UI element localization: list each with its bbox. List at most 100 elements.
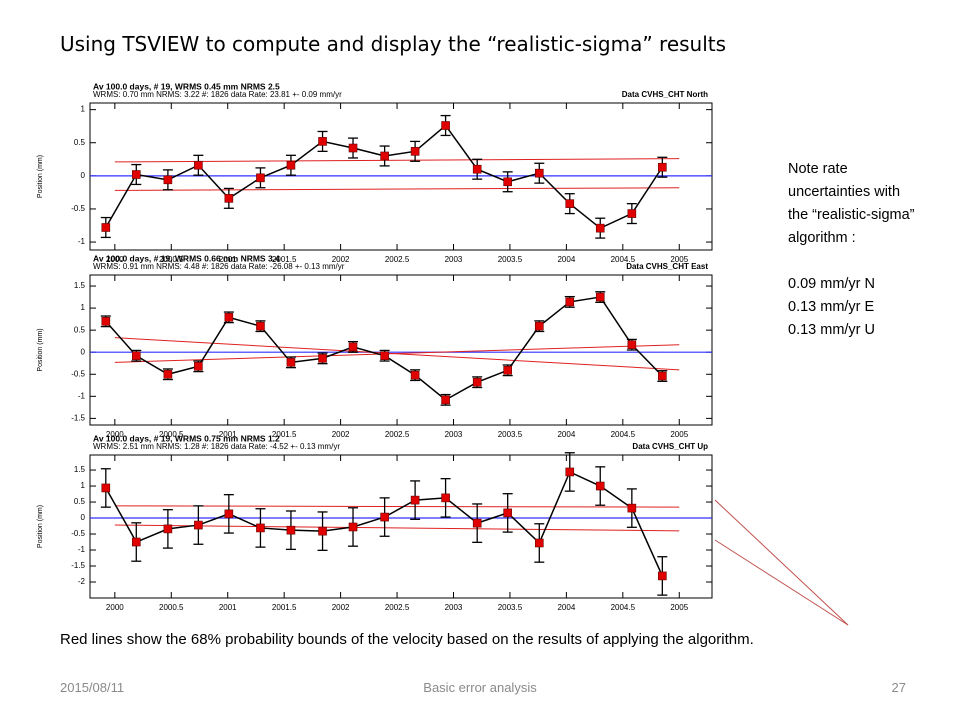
- average-point: [380, 512, 389, 522]
- note-line: 0.13 mm/yr E: [788, 299, 875, 315]
- average-point: [101, 483, 111, 493]
- y-tick-label: 0.5: [74, 497, 86, 506]
- average-point: [131, 170, 141, 179]
- average-point: [163, 524, 173, 534]
- average-point: [565, 199, 575, 208]
- panel-header: Av 100.0 days, # 19, WRMS 0.75 mm NRMS 1…: [93, 433, 280, 443]
- average-point: [627, 209, 637, 218]
- average-point: [565, 467, 575, 477]
- note-line: 0.13 mm/yr U: [788, 322, 876, 338]
- average-point: [318, 526, 327, 536]
- caption: Red lines show the 68% probability bound…: [60, 631, 754, 648]
- average-point: [131, 537, 141, 547]
- pointer-line: [714, 539, 849, 626]
- y-tick-label: -0.5: [71, 204, 85, 213]
- x-tick-label: 2001: [219, 255, 237, 264]
- x-tick-label: 2005: [670, 603, 688, 612]
- y-tick-label: -2: [78, 577, 86, 586]
- x-tick-label: 2005: [670, 430, 688, 439]
- footer-center: Basic error analysis: [423, 680, 537, 695]
- average-point: [348, 342, 358, 352]
- panel-header: Data CVHS_CHT North: [622, 90, 708, 99]
- average-point: [410, 147, 420, 156]
- average-point: [658, 571, 667, 581]
- x-tick-label: 2004: [557, 430, 575, 439]
- x-tick-label: 2004.5: [611, 430, 636, 439]
- x-tick-label: 2000: [106, 430, 124, 439]
- average-point: [627, 503, 637, 513]
- y-tick-label: 0.5: [74, 138, 86, 147]
- y-axis-label: Position (mm): [37, 328, 44, 371]
- y-tick-label: 0: [81, 513, 86, 522]
- average-point: [224, 509, 234, 519]
- average-point: [441, 121, 450, 130]
- average-point: [256, 523, 265, 533]
- note-line: Note rate uncertainties with the “realis…: [788, 161, 915, 246]
- panel-header: Av 100.0 days, # 19, WRMS 0.45 mm NRMS 2…: [93, 81, 280, 91]
- x-tick-label: 2001.5: [272, 255, 297, 264]
- average-point: [658, 371, 667, 381]
- average-point: [286, 160, 296, 170]
- average-point: [658, 162, 667, 172]
- velocity-bound: [114, 524, 680, 532]
- y-tick-label: -1: [78, 545, 86, 554]
- y-tick-label: -1: [78, 237, 86, 246]
- x-tick-label: 2003.5: [498, 430, 523, 439]
- x-tick-label: 2001: [219, 430, 237, 439]
- average-point: [595, 481, 605, 491]
- y-tick-label: 1.5: [74, 281, 86, 290]
- x-tick-label: 2000: [106, 255, 124, 264]
- average-point: [318, 137, 327, 146]
- panel-header: Data CVHS_CHT East: [626, 262, 708, 271]
- average-point: [534, 538, 544, 548]
- average-point: [348, 522, 358, 532]
- x-tick-label: 2003.5: [498, 255, 523, 264]
- y-tick-label: -1: [78, 391, 86, 400]
- x-tick-label: 2003.5: [498, 603, 523, 612]
- x-tick-label: 2002: [332, 603, 350, 612]
- average-point: [595, 292, 605, 302]
- average-point: [286, 525, 296, 535]
- notes: Note rate uncertainties with the “realis…: [788, 158, 918, 342]
- average-point: [194, 520, 203, 530]
- x-tick-label: 2000: [106, 603, 124, 612]
- y-tick-label: 1: [81, 105, 86, 114]
- plot-frame: [89, 274, 713, 426]
- average-point: [503, 177, 512, 187]
- average-point: [472, 518, 482, 528]
- average-point: [163, 175, 173, 185]
- x-tick-label: 2000.5: [159, 430, 184, 439]
- note-line: 0.09 mm/yr N: [788, 276, 876, 292]
- average-point: [224, 194, 234, 203]
- x-tick-label: 2001.5: [272, 430, 297, 439]
- average-point: [256, 321, 265, 331]
- y-tick-label: 0: [81, 171, 86, 180]
- y-tick-label: -1.5: [71, 561, 85, 570]
- average-point: [194, 160, 203, 170]
- average-point: [595, 223, 605, 233]
- average-point: [410, 495, 420, 505]
- x-tick-label: 2005: [670, 255, 688, 264]
- x-tick-label: 2002.5: [385, 430, 410, 439]
- average-point: [286, 358, 296, 367]
- page-number: 27: [891, 680, 906, 695]
- plot-frame: [89, 454, 713, 599]
- x-tick-label: 2004.5: [611, 603, 636, 612]
- average-point: [565, 297, 575, 307]
- x-tick-label: 2003: [445, 255, 463, 264]
- average-point: [627, 340, 637, 350]
- y-tick-label: 0: [81, 347, 86, 356]
- y-axis-label: Position (mm): [37, 505, 44, 548]
- x-tick-label: 2002.5: [385, 603, 410, 612]
- average-point: [441, 395, 450, 405]
- velocity-bound: [114, 344, 680, 363]
- average-point: [503, 365, 512, 375]
- x-tick-label: 2004: [557, 255, 575, 264]
- x-tick-label: 2001.5: [272, 603, 297, 612]
- average-point: [101, 317, 111, 326]
- y-axis-label: Position (mm): [37, 155, 44, 198]
- average-point: [503, 508, 512, 518]
- x-tick-label: 2003: [445, 430, 463, 439]
